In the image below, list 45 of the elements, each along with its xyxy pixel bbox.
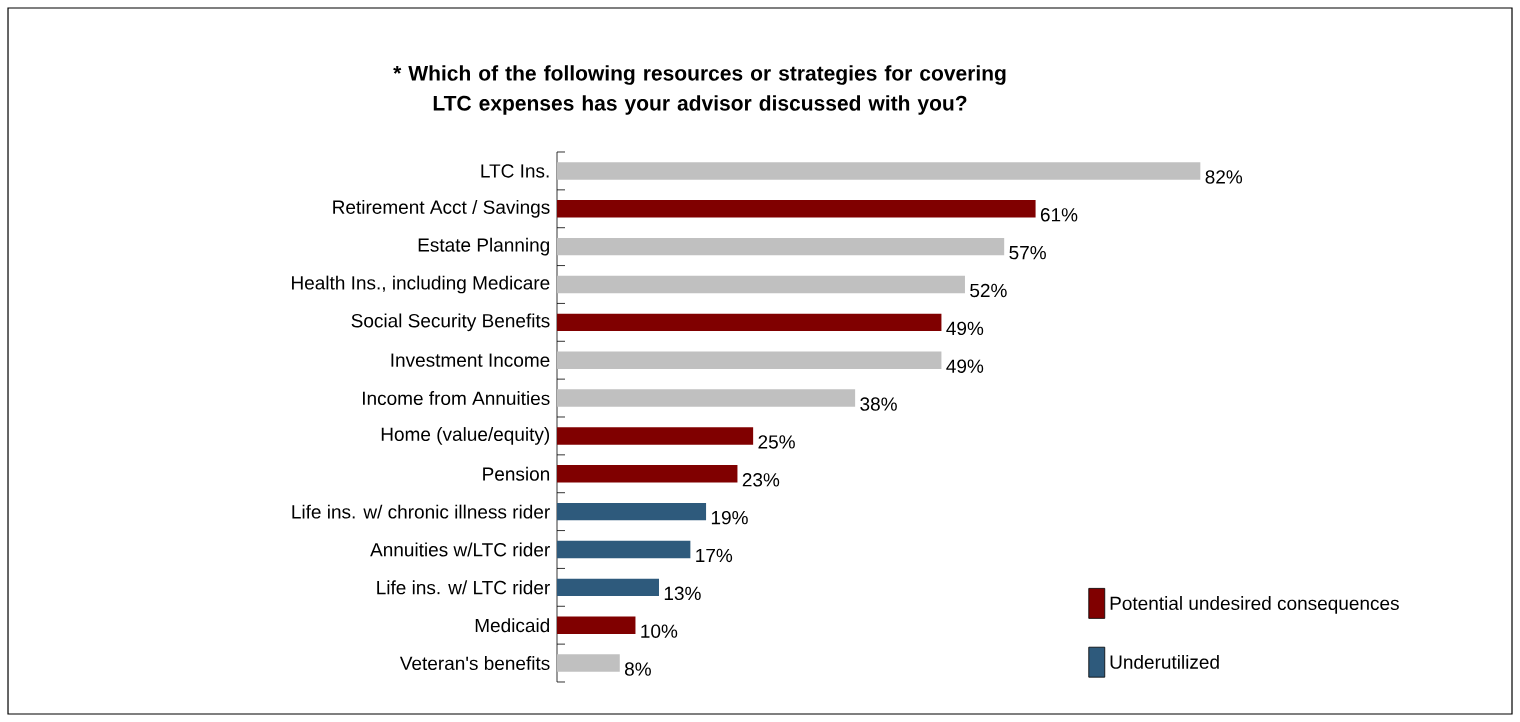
y-tick-label: Pension (483, 466, 550, 481)
data-label: 82% (1205, 170, 1243, 184)
y-tick-label: Retirement Acct / Savings (333, 199, 550, 218)
y-tick-label: Health Ins., including Medicare (292, 275, 550, 294)
y-tick-label: Estate Planning (418, 237, 550, 256)
data-label: 10% (641, 624, 678, 638)
data-label: 25% (758, 435, 795, 449)
y-tick-label: Life ins. w/ chronic illness rider (292, 504, 550, 519)
y-tick-label: Social Security Benefits (351, 313, 550, 332)
y-tick-label: Medicaid (475, 618, 550, 633)
data-label: 57% (1009, 245, 1046, 260)
legend-label: Underutilized (1110, 654, 1219, 669)
bar (557, 313, 942, 332)
data-label: 61% (1040, 208, 1078, 222)
bar (557, 502, 707, 521)
data-label: 19% (711, 510, 748, 525)
y-tick-label: Home (value/equity) (381, 427, 550, 445)
bar (557, 654, 620, 672)
data-label: 8% (624, 662, 651, 676)
data-label: 13% (664, 586, 701, 601)
bar (557, 540, 691, 559)
bar (557, 200, 1036, 218)
bar (557, 389, 856, 407)
y-tick-label: Life ins. w/ LTC rider (377, 580, 550, 595)
bar (557, 237, 1005, 256)
data-label: 38% (860, 397, 897, 411)
data-label: 17% (696, 548, 733, 563)
data-label: 49% (946, 321, 984, 336)
y-tick-label: Annuities w/LTC rider (370, 542, 550, 557)
data-label: 52% (970, 283, 1007, 298)
y-tick-label: LTC Ins. (481, 164, 549, 178)
chart-title: * Which of the following resources or strategies for covering LTC expenses has your advisor discussed with you? (393, 65, 1006, 115)
y-tick-label: Income from Annuities (363, 391, 550, 406)
bar (557, 578, 659, 597)
bar (557, 465, 738, 483)
data-label: 49% (946, 359, 984, 373)
bar (557, 616, 636, 634)
bar (557, 427, 754, 445)
data-label: 23% (742, 473, 780, 487)
legend-label: Potential undesired consequences (1110, 596, 1399, 614)
bar (557, 162, 1201, 180)
y-tick-label: Investment Income (391, 353, 550, 367)
bar (557, 351, 942, 369)
y-tick-label: Veteran's benefits (399, 656, 550, 671)
bar (557, 275, 965, 294)
